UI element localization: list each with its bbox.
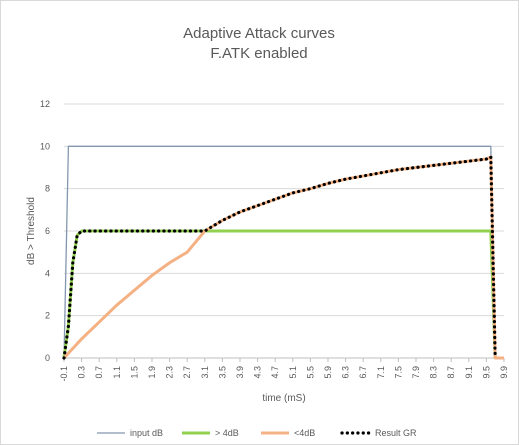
x-tick-label: 3.5 <box>217 366 227 379</box>
series-line-0 <box>63 145 496 359</box>
legend: input dB > 4dB <4dB Result GR <box>97 428 417 438</box>
y-tick-label: 8 <box>45 184 50 194</box>
y-tick-label: 2 <box>45 311 50 321</box>
y-tick-label: 4 <box>45 268 50 278</box>
x-tick-label: 1.9 <box>147 366 157 379</box>
x-tick-label: 2.3 <box>165 366 175 379</box>
x-tick-label: 8.3 <box>429 366 439 379</box>
x-tick-label: 6.7 <box>358 366 368 379</box>
x-tick-label: 9.9 <box>499 366 509 379</box>
x-tick-label: 7.9 <box>411 366 421 379</box>
x-tick-label: 7.5 <box>393 366 403 379</box>
y-axis-ticks: 0 2 4 6 8 10 12 <box>40 99 50 363</box>
y-tick-label: 10 <box>40 141 50 151</box>
x-axis-ticks: -0.1 0.3 0.7 1.1 1.5 1.9 2.3 2.7 3.1 3.5 3.9 4.3 4.7… <box>59 358 509 382</box>
x-tick-label: 6.3 <box>341 366 351 379</box>
chart-subtitle: F.ATK enabled <box>210 45 307 62</box>
x-tick-label: 5.9 <box>323 366 333 379</box>
series-lines <box>62 145 504 360</box>
y-tick-label: 6 <box>45 226 50 236</box>
x-tick-label: 0.3 <box>77 366 87 379</box>
legend-label-2: <4dB <box>294 428 315 438</box>
x-tick-label: 3.1 <box>200 366 210 379</box>
y-tick-label: 0 <box>45 353 50 363</box>
x-tick-label: 5.5 <box>305 366 315 379</box>
y-axis-title: dB > Threshold <box>26 197 37 265</box>
series-line-3 <box>62 155 497 360</box>
x-tick-label: 1.1 <box>112 366 122 379</box>
x-tick-label: 4.7 <box>270 366 280 379</box>
x-tick-label: 4.3 <box>253 366 263 379</box>
x-axis-title: time (mS) <box>262 393 305 404</box>
y-tick-label: 12 <box>40 99 50 109</box>
legend-label-1: > 4dB <box>215 428 239 438</box>
x-tick-label: 9.5 <box>481 366 491 379</box>
x-tick-label: 7.1 <box>376 366 386 379</box>
x-tick-label: -0.1 <box>59 366 69 382</box>
chart-title: Adaptive Attack curves <box>183 25 335 42</box>
legend-label-0: input dB <box>130 428 163 438</box>
legend-label-3: Result GR <box>375 428 417 438</box>
x-tick-label: 3.9 <box>235 366 245 379</box>
x-tick-label: 9.1 <box>464 366 474 379</box>
x-tick-label: 1.5 <box>129 366 139 379</box>
x-tick-label: 0.7 <box>94 366 104 379</box>
series-line-2 <box>62 155 504 360</box>
x-tick-label: 2.7 <box>182 366 192 379</box>
x-tick-label: 5.1 <box>288 366 298 379</box>
x-tick-label: 8.7 <box>446 366 456 379</box>
